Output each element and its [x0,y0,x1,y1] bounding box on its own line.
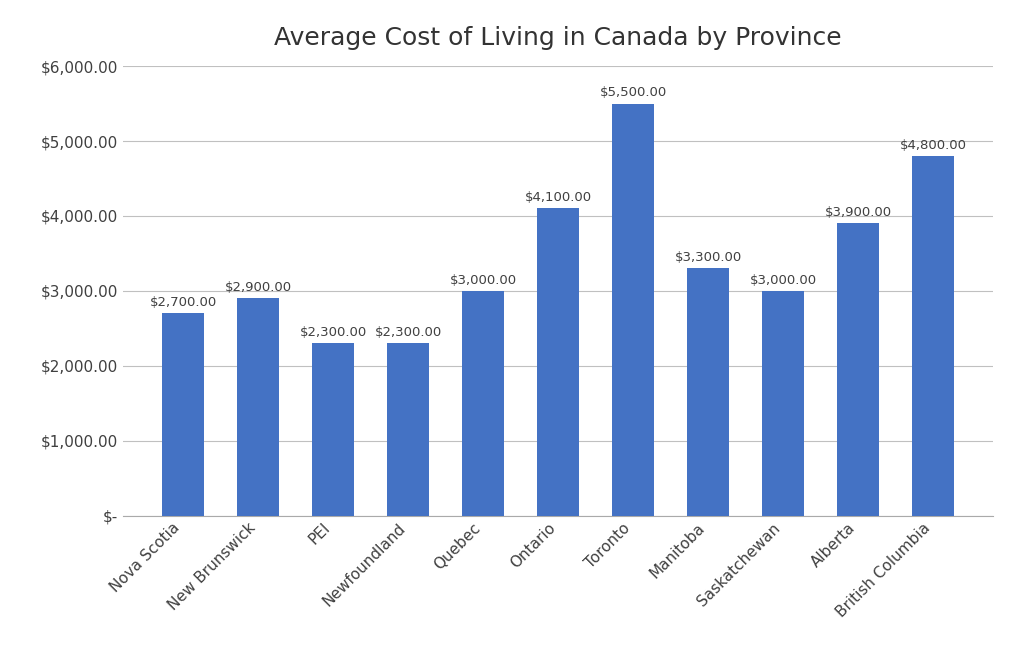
Bar [312,343,353,516]
Bar [612,104,653,516]
Bar [538,208,579,516]
Title: Average Cost of Living in Canada by Province: Average Cost of Living in Canada by Prov… [274,26,842,50]
Text: $2,700.00: $2,700.00 [150,296,217,309]
Text: $2,300.00: $2,300.00 [375,326,441,339]
Text: $2,900.00: $2,900.00 [224,281,292,294]
Bar [163,313,204,516]
Text: $4,100.00: $4,100.00 [524,191,592,204]
Bar [387,343,429,516]
Bar [912,156,953,516]
Text: $3,000.00: $3,000.00 [750,274,817,287]
Text: $3,900.00: $3,900.00 [824,206,892,219]
Text: $3,000.00: $3,000.00 [450,274,517,287]
Text: $4,800.00: $4,800.00 [900,139,967,152]
Bar [238,298,279,516]
Bar [763,291,804,516]
Bar [463,291,504,516]
Text: $5,500.00: $5,500.00 [599,87,667,99]
Text: $3,300.00: $3,300.00 [675,251,741,264]
Bar [838,223,879,516]
Text: $2,300.00: $2,300.00 [299,326,367,339]
Bar [687,268,729,516]
